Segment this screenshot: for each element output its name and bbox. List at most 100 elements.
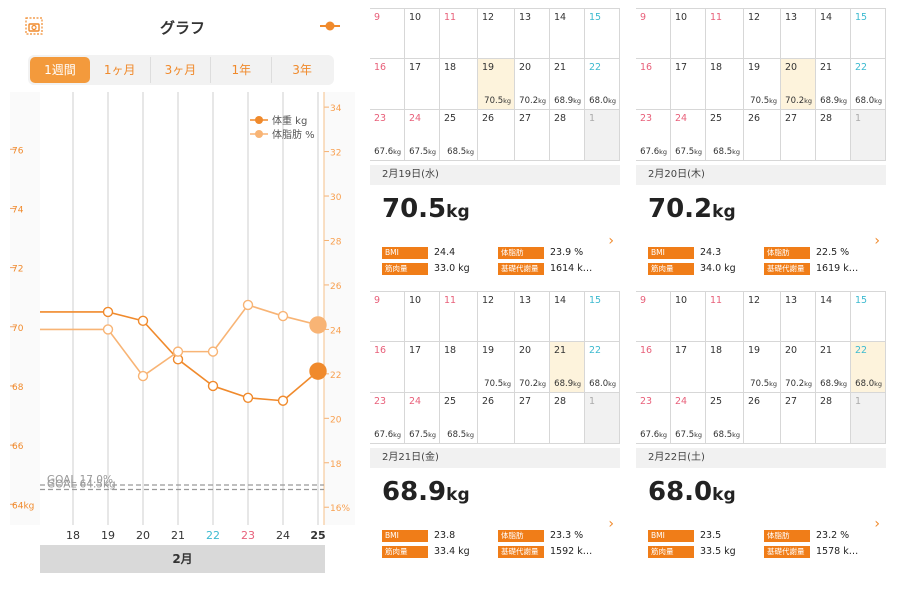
calendar-day-cell[interactable]: 27 (781, 393, 816, 443)
calendar-day-cell[interactable]: 17 (405, 59, 440, 109)
calendar-day-cell[interactable]: 18 (706, 59, 744, 109)
calendar-day-cell[interactable]: 15 (585, 9, 620, 59)
calendar-day-cell[interactable]: 23 67.6kg (636, 393, 671, 443)
calendar-day-cell[interactable]: 22 68.0kg (585, 342, 620, 392)
tab-3months[interactable]: 3ヶ月 (151, 57, 212, 83)
calendar-day-cell[interactable]: 25 68.5kg (706, 110, 744, 160)
calendar-day-cell[interactable]: 20 70.2kg (781, 59, 816, 109)
calendar-day-cell[interactable]: 19 70.5kg (744, 59, 781, 109)
calendar-day-cell[interactable]: 15 (585, 292, 620, 342)
camera-icon[interactable] (24, 16, 44, 36)
calendar-day-cell[interactable]: 1 (851, 110, 886, 160)
calendar-day-cell[interactable]: 14 (816, 292, 851, 342)
tab-1year[interactable]: 1年 (211, 57, 273, 83)
calendar-day-cell[interactable]: 14 (550, 9, 585, 59)
calendar-day-cell[interactable]: 19 70.5kg (478, 342, 515, 392)
calendar-day-cell[interactable]: 11 (440, 292, 478, 342)
calendar-day-cell[interactable]: 22 68.0kg (851, 59, 886, 109)
calendar-day-cell[interactable]: 12 (478, 292, 515, 342)
calendar-day-cell[interactable]: 15 (851, 292, 886, 342)
calendar-day-cell[interactable]: 10 (405, 9, 440, 59)
calendar-day-cell[interactable]: 16 (636, 342, 671, 392)
calendar-day-cell[interactable]: 12 (478, 9, 515, 59)
day-weight: 70.5kg (750, 379, 777, 389)
calendar-day-cell[interactable]: 22 68.0kg (585, 59, 620, 109)
calendar-day-cell[interactable]: 1 (851, 393, 886, 443)
calendar-day-cell[interactable]: 13 (781, 9, 816, 59)
calendar-day-cell[interactable]: 14 (816, 9, 851, 59)
line-marker-icon[interactable] (319, 18, 341, 34)
calendar-day-cell[interactable]: 19 70.5kg (478, 59, 515, 109)
calendar-day-cell[interactable]: 21 68.9kg (550, 59, 585, 109)
calendar-day-cell[interactable]: 10 (671, 292, 706, 342)
calendar-day-cell[interactable]: 17 (671, 59, 706, 109)
chevron-right-icon[interactable]: › (874, 233, 880, 249)
calendar-day-cell[interactable]: 27 (515, 393, 550, 443)
calendar-day-cell[interactable]: 12 (744, 292, 781, 342)
day-number: 27 (785, 396, 798, 407)
calendar-day-cell[interactable]: 9 (370, 292, 405, 342)
calendar-day-cell[interactable]: 24 67.5kg (671, 393, 706, 443)
calendar-day-cell[interactable]: 26 (744, 110, 781, 160)
tab-3years[interactable]: 3年 (292, 63, 312, 77)
calendar-day-cell[interactable]: 9 (636, 9, 671, 59)
calendar-day-cell[interactable]: 22 68.0kg (851, 342, 886, 392)
calendar-day-cell[interactable]: 23 67.6kg (636, 110, 671, 160)
day-number: 22 (855, 62, 868, 73)
calendar-day-cell[interactable]: 15 (851, 9, 886, 59)
calendar-day-cell[interactable]: 26 (478, 110, 515, 160)
tab-1week[interactable]: 1週間 (30, 57, 90, 83)
calendar-day-cell[interactable]: 12 (744, 9, 781, 59)
calendar-day-cell[interactable]: 1 (585, 393, 620, 443)
calendar-day-cell[interactable]: 10 (671, 9, 706, 59)
calendar-day-cell[interactable]: 27 (781, 110, 816, 160)
calendar-day-cell[interactable]: 24 67.5kg (405, 393, 440, 443)
calendar-day-cell[interactable]: 11 (440, 9, 478, 59)
calendar-day-cell[interactable]: 17 (405, 342, 440, 392)
calendar-day-cell[interactable]: 25 68.5kg (440, 393, 478, 443)
calendar-day-cell[interactable]: 20 70.2kg (515, 59, 550, 109)
calendar-day-cell[interactable]: 28 (550, 110, 585, 160)
calendar-day-cell[interactable]: 19 70.5kg (744, 342, 781, 392)
calendar-day-cell[interactable]: 20 70.2kg (515, 342, 550, 392)
calendar-day-cell[interactable]: 16 (636, 59, 671, 109)
calendar-day-cell[interactable]: 10 (405, 292, 440, 342)
calendar-day-cell[interactable]: 17 (671, 342, 706, 392)
calendar-day-cell[interactable]: 13 (515, 9, 550, 59)
calendar-day-cell[interactable]: 20 70.2kg (781, 342, 816, 392)
tab-1month[interactable]: 1ヶ月 (90, 57, 151, 83)
calendar-day-cell[interactable]: 23 67.6kg (370, 393, 405, 443)
calendar-day-cell[interactable]: 21 68.9kg (816, 342, 851, 392)
chevron-right-icon[interactable]: › (608, 516, 614, 532)
calendar-day-cell[interactable]: 18 (440, 342, 478, 392)
chevron-right-icon[interactable]: › (608, 233, 614, 249)
calendar-day-cell[interactable]: 21 68.9kg (550, 342, 585, 392)
calendar-day-cell[interactable]: 13 (781, 292, 816, 342)
calendar-day-cell[interactable]: 23 67.6kg (370, 110, 405, 160)
calendar-day-cell[interactable]: 28 (816, 110, 851, 160)
calendar-day-cell[interactable]: 24 67.5kg (405, 110, 440, 160)
calendar-day-cell[interactable]: 14 (550, 292, 585, 342)
calendar-day-cell[interactable]: 18 (440, 59, 478, 109)
day-number: 9 (640, 12, 647, 23)
calendar-day-cell[interactable]: 9 (636, 292, 671, 342)
calendar-day-cell[interactable]: 13 (515, 292, 550, 342)
calendar-day-cell[interactable]: 25 68.5kg (440, 110, 478, 160)
calendar-day-cell[interactable]: 16 (370, 342, 405, 392)
calendar-day-cell[interactable]: 16 (370, 59, 405, 109)
calendar-day-cell[interactable]: 27 (515, 110, 550, 160)
calendar-day-cell[interactable]: 28 (816, 393, 851, 443)
calendar-day-cell[interactable]: 1 (585, 110, 620, 160)
calendar-day-cell[interactable]: 11 (706, 292, 744, 342)
calendar-day-cell[interactable]: 21 68.9kg (816, 59, 851, 109)
weight-chart[interactable]: 64kg 66 68 70 72 74 76 16% 18 20 22 24 26 28 30 32 34 GOA… (10, 92, 355, 544)
calendar-day-cell[interactable]: 18 (706, 342, 744, 392)
calendar-day-cell[interactable]: 26 (478, 393, 515, 443)
calendar-day-cell[interactable]: 24 67.5kg (671, 110, 706, 160)
calendar-day-cell[interactable]: 9 (370, 9, 405, 59)
calendar-day-cell[interactable]: 26 (744, 393, 781, 443)
calendar-day-cell[interactable]: 11 (706, 9, 744, 59)
chevron-right-icon[interactable]: › (874, 516, 880, 532)
calendar-day-cell[interactable]: 25 68.5kg (706, 393, 744, 443)
calendar-day-cell[interactable]: 28 (550, 393, 585, 443)
